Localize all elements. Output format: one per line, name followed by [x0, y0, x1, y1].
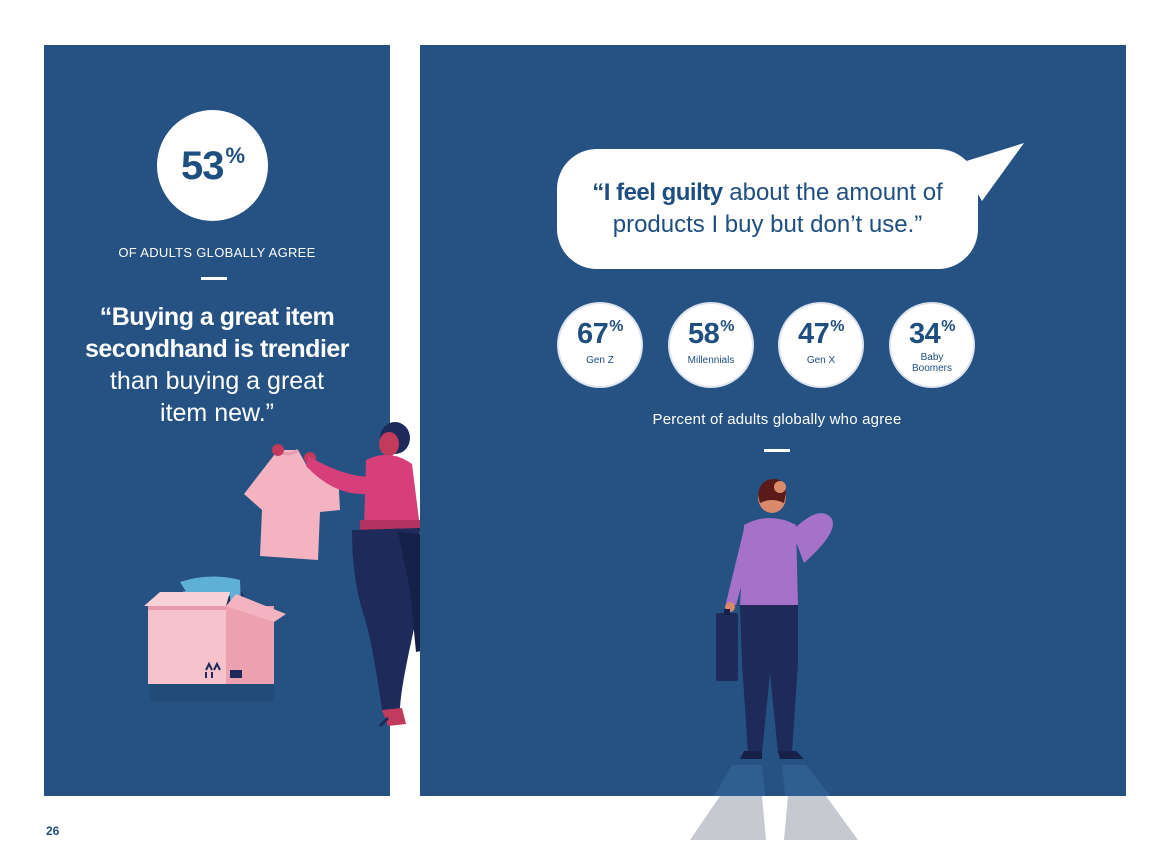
stat-circle-gen-z: 67% Gen Z [557, 302, 643, 388]
stat-value: 53% [180, 142, 245, 188]
left-quote: “Buying a great item secondhand is trend… [84, 303, 350, 427]
stat-circle-millennials: 58% Millennials [668, 302, 754, 388]
page-number: 26 [44, 820, 70, 842]
woman-holding-shirt-illustration [244, 422, 426, 728]
stat-label: Millennials [687, 355, 735, 366]
right-panel: “I feel guilty about the amount of produ… [420, 45, 1126, 796]
speech-bubble-tail [960, 143, 1024, 201]
stat-label: Baby Boomers [912, 352, 953, 374]
stat-circle-53: 53% [157, 110, 268, 221]
stat-circle-baby-boomers: 34% Baby Boomers [889, 302, 975, 388]
divider [764, 449, 790, 452]
clothing-box-illustration [144, 576, 286, 702]
stat-label: Gen Z [586, 355, 614, 366]
stats-caption: Percent of adults globally who agree [652, 411, 902, 428]
stat-label: Gen X [806, 355, 836, 366]
stat-circle-gen-x: 47% Gen X [778, 302, 864, 388]
stat-label: OF ADULTS GLOBALLY AGREE [118, 245, 316, 260]
floor-light-beams [690, 796, 858, 840]
speech-bubble [557, 149, 978, 269]
thinking-man-illustration [714, 479, 833, 796]
divider [201, 277, 227, 280]
guilt-quote: “I feel guilty about the amount of produ… [592, 179, 943, 238]
